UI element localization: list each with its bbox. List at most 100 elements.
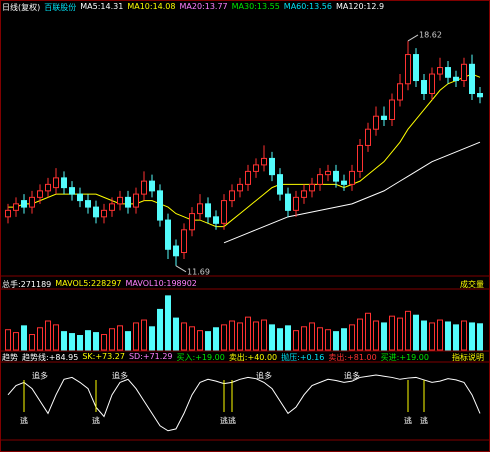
vol-value: 271189: [20, 280, 52, 289]
indicator-mark: 逃: [220, 416, 228, 426]
indicator-mark: 逃: [420, 416, 428, 426]
volume-bar: [413, 314, 419, 351]
ind-label: SD:: [128, 352, 143, 361]
ind-value: +40.00: [247, 353, 278, 362]
volume-bar: [301, 326, 307, 351]
volume-bar: [109, 328, 115, 351]
volume-bar: [477, 323, 483, 351]
volume-bar: [365, 312, 371, 351]
vol-value: 228297: [90, 279, 122, 288]
indicator-mark: 逃: [92, 416, 100, 426]
candle-body: [341, 180, 347, 185]
volume-bar: [333, 331, 339, 351]
volume-bar: [309, 322, 315, 351]
candle-body: [45, 183, 51, 192]
volume-bar: [165, 295, 171, 351]
vol-value: 198902: [166, 279, 197, 288]
indicator-header: 趋势 趋势线:+84.95 SK:+73.27 SD:+71.29 买入:+19.00 卖…: [2, 352, 429, 363]
vol-item: MAVOL5:228297: [55, 279, 121, 290]
volume-bar: [453, 324, 459, 351]
volume-bar: [285, 325, 291, 351]
volume-bar: [21, 325, 27, 351]
ma-name: MA10:: [127, 2, 153, 11]
ma-item: MA10:14.08: [127, 2, 175, 13]
candle-body: [317, 174, 323, 185]
volume-bar: [469, 322, 475, 351]
volume-bar: [405, 310, 411, 351]
volume-bar: [237, 322, 243, 351]
candle-body: [61, 177, 67, 189]
indicator-name: 趋势: [2, 353, 18, 362]
candle-body: [397, 83, 403, 101]
candle-body: [53, 177, 59, 189]
volume-bar: [213, 327, 219, 351]
volume-bar: [421, 320, 427, 351]
price-header: 日线(复权) 百联股份 MA5:14.31 MA10:14.08 MA20:13.77 M…: [2, 2, 384, 13]
ma-item: MA20:13.77: [179, 2, 227, 13]
candle-body: [197, 203, 203, 215]
volume-bar: [85, 330, 91, 351]
ind-item: 卖出:+40.00: [229, 352, 277, 363]
indicator-mark: 逃: [228, 416, 236, 426]
ma-line: [223, 141, 481, 244]
candle-body: [5, 209, 11, 218]
indicator-help[interactable]: 指标说明: [452, 353, 484, 362]
ind-label: 卖出:: [328, 353, 348, 362]
ma-item: MA60:13.56: [284, 2, 332, 13]
candle-body: [125, 196, 131, 208]
ma-value: 13.77: [204, 2, 228, 11]
candle-body: [77, 193, 83, 202]
ind-value: +19.00: [195, 353, 225, 362]
volume-bar: [317, 327, 323, 351]
ma-value: 13.55: [256, 2, 280, 11]
ind-item: 抛压:+0.16: [281, 352, 324, 363]
volume-bar: [197, 330, 203, 351]
candle-body: [389, 99, 395, 120]
indicator-mark: 追多: [32, 371, 48, 381]
candle-body: [277, 174, 283, 195]
candle-body: [245, 170, 251, 185]
volume-bar: [397, 317, 403, 351]
volume-bar: [117, 325, 123, 351]
ma-name: MA60:: [283, 2, 310, 11]
ma-name: MA20:: [179, 2, 205, 11]
volume-bar: [293, 330, 299, 351]
vol-name: MAVOL10:: [125, 279, 167, 288]
ind-value: +19.00: [399, 353, 429, 362]
volume-bar: [437, 319, 443, 351]
ind-label: 抛压:: [281, 353, 300, 362]
ind-label: 买进:: [380, 353, 400, 362]
ind-label: 趋势线:: [22, 353, 49, 362]
ind-item: 卖出:+81.00: [328, 352, 376, 363]
volume-bar: [461, 320, 467, 351]
ma-value: 12.9: [366, 2, 385, 11]
candle-body: [437, 67, 443, 75]
ind-item: 买入:+19.00: [177, 352, 225, 363]
vol-item: MAVOL10:198902: [126, 279, 197, 290]
volume-bar: [173, 317, 179, 351]
indicator-mark: 追多: [256, 371, 272, 381]
candle-body: [221, 200, 227, 224]
volume-bar: [373, 320, 379, 351]
volume-bar: [61, 331, 67, 351]
ind-label: 卖出:: [228, 353, 248, 362]
candle-body: [269, 157, 275, 176]
candle-body: [133, 193, 139, 208]
candle-body: [29, 196, 35, 208]
volume-bar: [253, 321, 259, 351]
ind-value: +71.29: [142, 352, 173, 361]
candle-body: [173, 245, 179, 257]
candle-body: [21, 200, 27, 208]
volume-bar: [157, 308, 163, 351]
candle-body: [165, 219, 171, 250]
vol-item: 总手:271189: [2, 279, 51, 290]
volume-bar: [189, 326, 195, 351]
volume-bar: [125, 331, 131, 351]
volume-bar: [77, 335, 83, 351]
volume-bar: [269, 324, 275, 351]
ind-label: SK:: [82, 352, 96, 361]
candle-body: [213, 216, 219, 224]
ma-item: MA30:13.55: [232, 2, 280, 13]
candle-body: [181, 229, 187, 254]
